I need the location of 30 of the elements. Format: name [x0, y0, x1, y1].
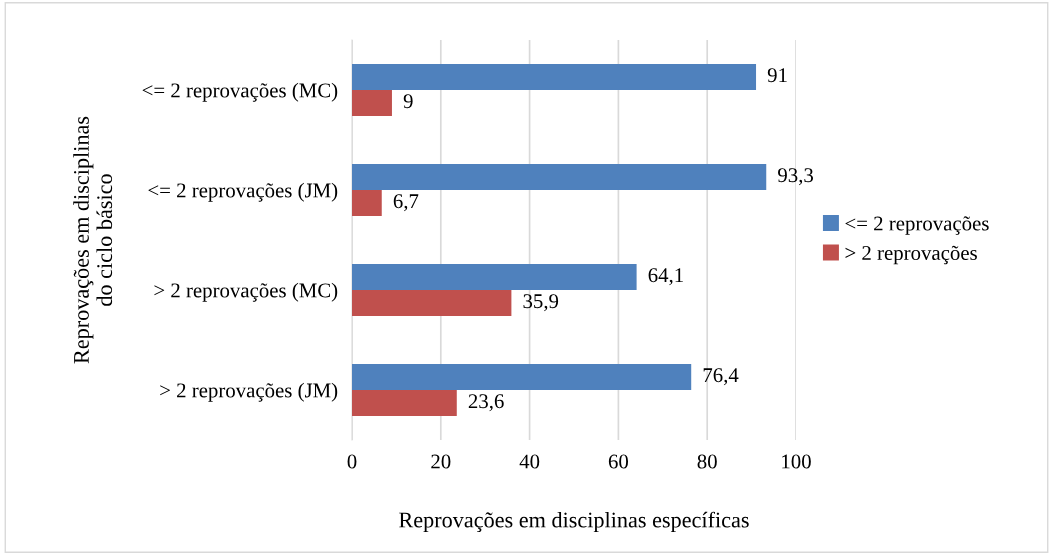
y-axis-title: Reprovações em disciplinas do ciclo básico	[73, 116, 113, 364]
bar	[352, 290, 512, 316]
y-tick-label: > 2 reprovações (MC)	[154, 282, 338, 302]
data-label: 93,3	[778, 168, 814, 186]
y-tick-label: <= 2 reprovações (MC)	[142, 82, 338, 102]
data-label: 64,1	[648, 268, 683, 286]
y-tick-label: <= 2 reprovações (JM)	[148, 182, 338, 202]
data-label: 76,4	[703, 368, 739, 386]
bar	[352, 190, 382, 216]
bar	[352, 390, 457, 416]
legend-label: <= 2 reprovações	[845, 216, 989, 235]
legend-label: > 2 reprovações	[845, 245, 977, 265]
y-tick-label: > 2 reprovações (JM)	[160, 382, 338, 402]
x-tick-label: 100	[782, 454, 811, 469]
bar	[352, 164, 767, 190]
data-label: 6,7	[393, 194, 419, 212]
bar	[352, 364, 692, 390]
data-label: 9	[403, 94, 413, 109]
x-axis-title: Reprovações em disciplinas específicas	[399, 511, 749, 533]
x-tick-label: 60	[608, 454, 629, 469]
data-label: 91	[767, 68, 787, 83]
bar	[352, 64, 757, 90]
x-tick-label: 0	[347, 454, 357, 469]
x-tick-label: 20	[431, 454, 451, 469]
bar	[352, 90, 392, 116]
data-label: 35,9	[523, 294, 559, 312]
data-label: 23,6	[468, 394, 504, 412]
x-tick-label: 40	[519, 454, 540, 469]
bar	[352, 264, 637, 290]
x-tick-label: 80	[697, 454, 717, 469]
